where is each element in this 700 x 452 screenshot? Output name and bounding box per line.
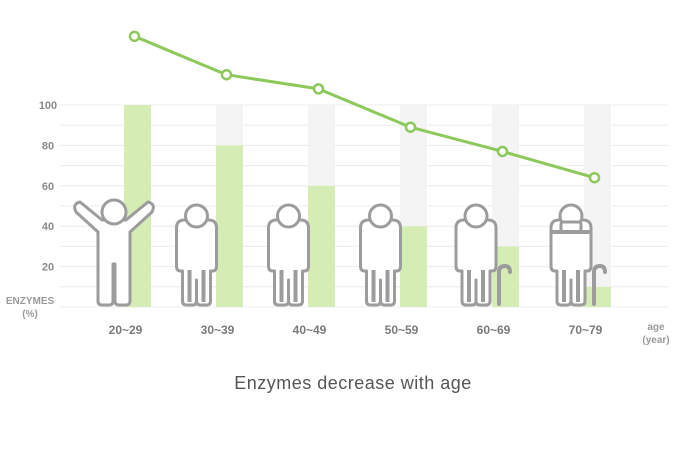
bar-70~79 xyxy=(584,286,611,307)
body xyxy=(175,218,218,307)
x-tick-label: 20~29 xyxy=(109,323,143,337)
x-tick-label: 70~79 xyxy=(569,323,603,337)
body xyxy=(267,218,310,307)
head xyxy=(184,203,209,229)
head xyxy=(100,198,128,226)
elder-with-cane-icon xyxy=(454,203,512,307)
body xyxy=(73,200,155,307)
y-tick-label: 20 xyxy=(42,262,54,274)
x-tick-label: 60~69 xyxy=(477,323,511,337)
trend-line-path xyxy=(133,34,595,180)
bar-50~59 xyxy=(400,226,427,307)
x-tick-label: 50~59 xyxy=(385,323,419,337)
bar-40~49 xyxy=(308,185,335,307)
cane-icon xyxy=(497,263,512,306)
bars xyxy=(124,105,611,307)
head xyxy=(368,203,393,229)
y-tick-labels: 20 40 60 80 100 xyxy=(39,100,57,274)
head xyxy=(276,203,301,229)
trend-point-70~79 xyxy=(588,171,601,184)
body xyxy=(454,218,498,307)
x-tick-label: 30~39 xyxy=(201,323,235,337)
trend-point-20~29 xyxy=(128,30,141,43)
bar-background xyxy=(584,105,611,307)
person-arms-raised-icon xyxy=(73,198,155,307)
bar-30~39 xyxy=(216,145,243,307)
figures xyxy=(73,198,607,307)
elder-with-hat-and-cane-icon xyxy=(549,203,607,307)
body xyxy=(549,218,593,307)
y-axis-unit: (%) xyxy=(22,309,38,320)
head xyxy=(463,203,489,229)
trend-point-50~59 xyxy=(404,121,417,133)
y-axis-label: ENZYMES xyxy=(6,296,55,307)
cane-icon xyxy=(592,263,607,306)
trend-point-60~69 xyxy=(496,145,509,158)
trend-point-30~39 xyxy=(220,68,233,81)
x-axis-label: age xyxy=(647,322,665,333)
chart-caption: Enzymes decrease with age xyxy=(234,373,472,393)
person-icon xyxy=(267,203,310,307)
y-tick-label: 40 xyxy=(42,221,54,233)
y-tick-label: 60 xyxy=(42,181,54,193)
trend-point-40~49 xyxy=(312,83,325,95)
trend-line xyxy=(128,30,601,184)
person-icon xyxy=(175,203,218,307)
x-axis-unit: (year) xyxy=(642,335,669,346)
x-tick-label: 40~49 xyxy=(293,323,327,337)
body xyxy=(359,218,402,307)
person-icon xyxy=(359,203,402,307)
y-tick-label: 80 xyxy=(42,140,54,152)
y-tick-label: 100 xyxy=(39,100,57,112)
x-tick-labels: 20~29 30~39 40~49 50~59 60~69 70~79 xyxy=(109,323,603,337)
